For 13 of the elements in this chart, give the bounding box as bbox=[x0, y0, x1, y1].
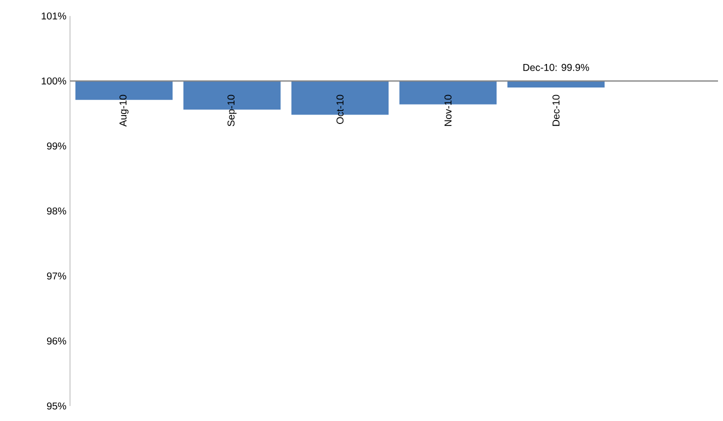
x-tick-label: Nov-10 bbox=[444, 94, 452, 126]
x-tick-label: Aug-10 bbox=[119, 94, 129, 127]
y-tick-label: 95% bbox=[47, 402, 66, 410]
y-tick-label: 96% bbox=[47, 337, 66, 345]
y-tick-label: 100% bbox=[42, 77, 66, 85]
y-tick-label: 99% bbox=[47, 142, 66, 150]
y-tick-label: 101% bbox=[42, 12, 66, 20]
x-tick-label: Oct-10 bbox=[336, 94, 344, 124]
x-tick-label: Sep-10 bbox=[227, 94, 237, 126]
y-tick-label: 98% bbox=[47, 207, 66, 215]
x-tick-label: Dec-10 bbox=[552, 94, 560, 126]
y-tick-label: 97% bbox=[47, 272, 66, 280]
annotation: Dec-10: 99.9% bbox=[523, 64, 590, 71]
